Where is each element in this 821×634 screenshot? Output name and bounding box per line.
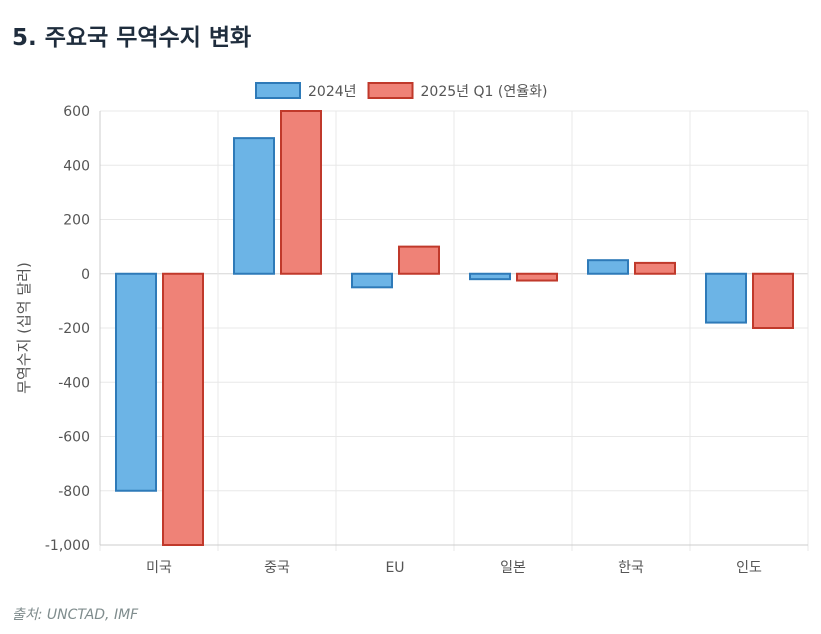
legend-swatch [367,82,414,99]
bar-2024 [233,137,275,275]
bar-2025q1 [752,272,794,329]
y-tick-label: 600 [63,104,90,120]
x-tick-label: 미국 [146,560,172,576]
y-tick-label: 0 [81,267,90,283]
source-note: 출처: UNCTAD, IMF [12,607,139,623]
bar-2025q1 [516,272,558,282]
legend-label: 2024년 [308,84,357,100]
x-tick-label: EU [385,560,404,576]
y-tick-label: 400 [63,158,90,174]
x-tick-label: 일본 [500,560,526,576]
bar-2024 [469,272,511,281]
legend-swatch [255,82,301,99]
bar-2025q1 [634,261,676,275]
y-tick-label: -400 [58,375,90,391]
bar-2025q1 [398,245,440,275]
y-tick-label: -600 [58,430,90,446]
page-title: 5. 주요국 무역수지 변화 [12,25,252,51]
legend-label: 2025년 Q1 (연율화) [421,84,548,100]
y-tick-label: -1,000 [45,538,90,554]
y-tick-label: -200 [58,321,90,337]
bar-2024 [115,272,157,492]
bar-2025q1 [280,110,322,275]
x-tick-label: 인도 [736,560,762,576]
bar-2024 [351,272,393,289]
bar-2024 [705,272,747,324]
bar-2025q1 [162,272,204,546]
bar-2024 [587,259,629,275]
y-tick-label: 200 [63,213,90,229]
x-tick-label: 중국 [264,560,290,576]
x-tick-label: 한국 [618,560,644,576]
y-axis-label: 무역수지 (십억 달러) [15,262,33,394]
y-tick-label: -800 [58,484,90,500]
